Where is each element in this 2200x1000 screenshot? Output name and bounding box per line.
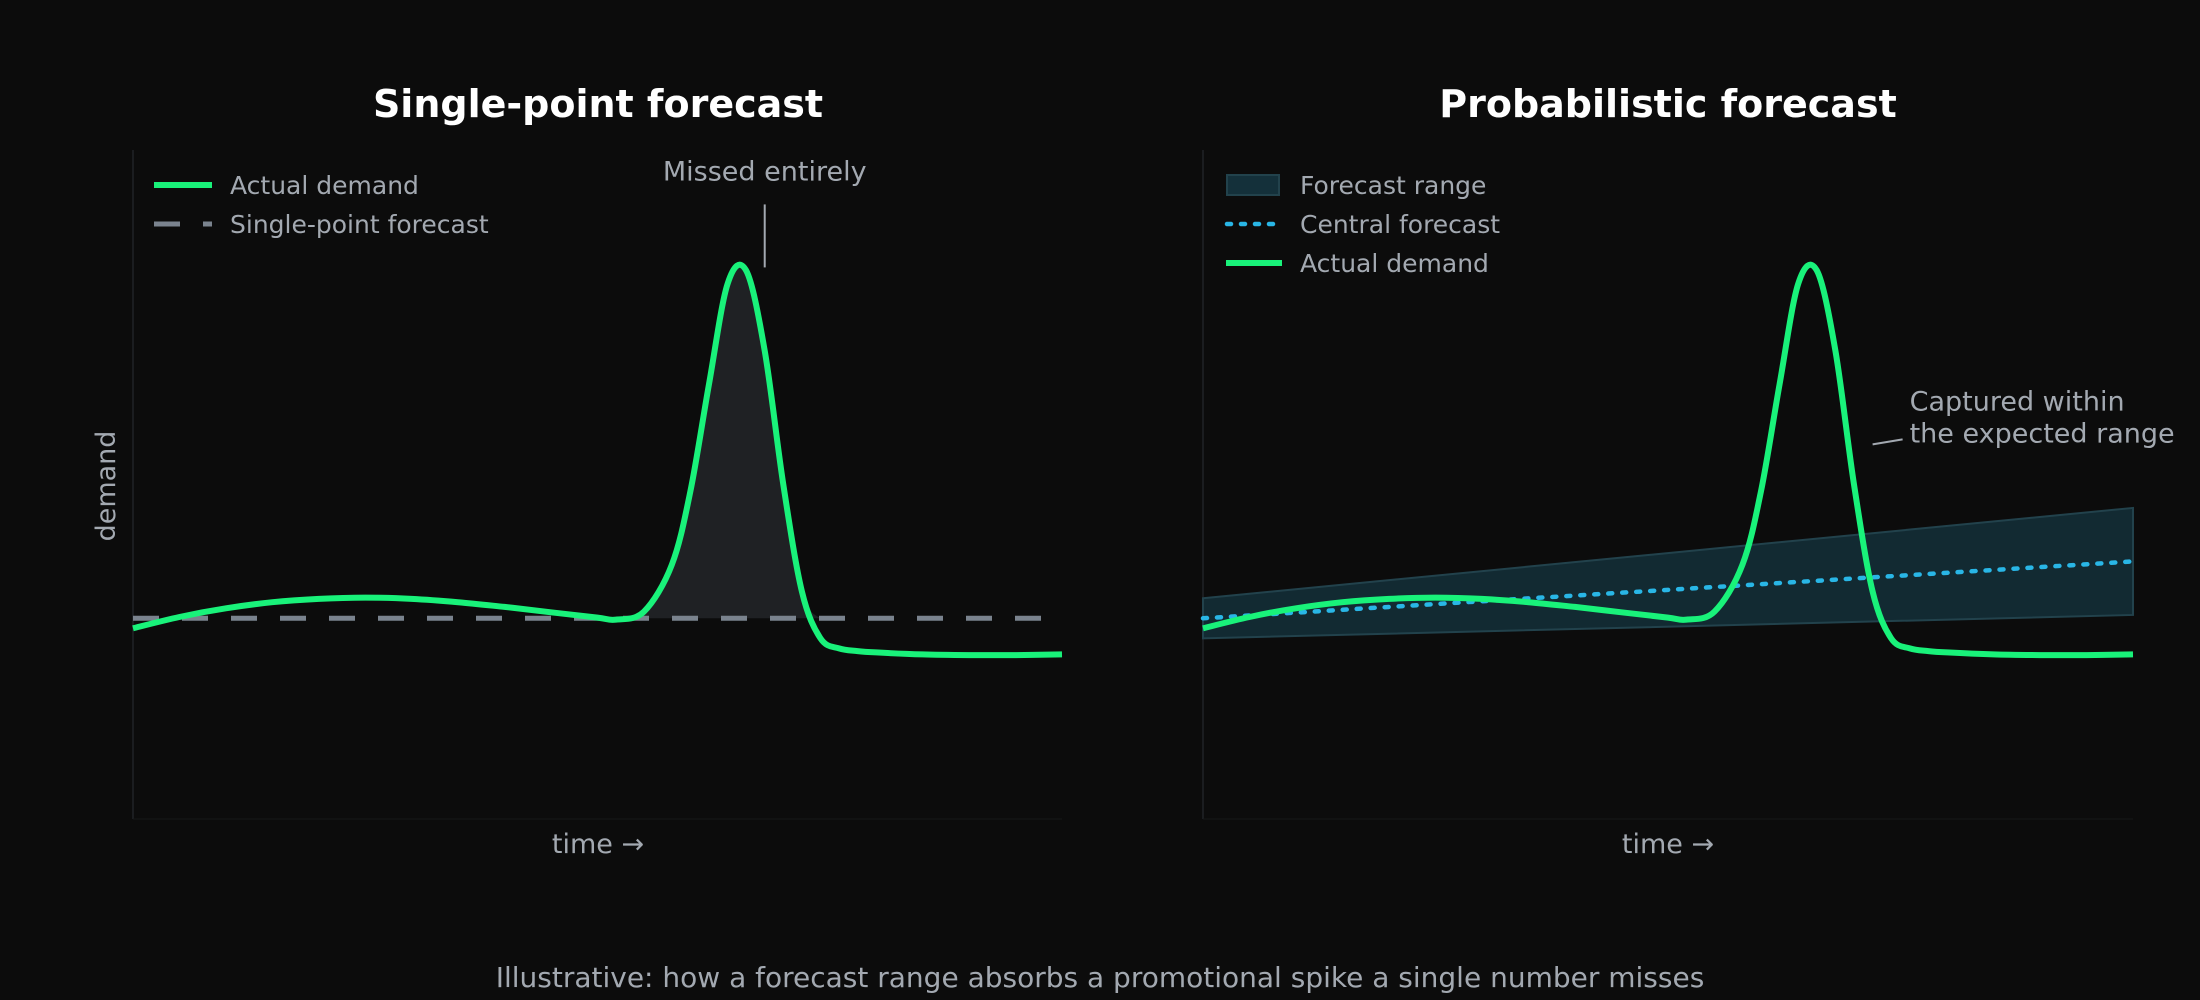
forecast-range-band bbox=[1202, 506, 2134, 640]
legend-swatch-forecast-range bbox=[1226, 174, 1280, 196]
chart-title: Probabilistic forecast bbox=[1439, 82, 1896, 126]
annotation-captured-line2: the expected range bbox=[1910, 418, 2175, 449]
annotation-captured-line1: Captured within bbox=[1910, 386, 2125, 417]
actual-demand-line bbox=[132, 261, 1063, 659]
legend-label-forecast-range: Forecast range bbox=[1300, 171, 1486, 200]
x-axis-label: time → bbox=[552, 829, 644, 860]
central-forecast-line bbox=[1200, 559, 2136, 621]
panel-probabilistic: Probabilistic forecast Captured within t… bbox=[1200, 82, 2175, 860]
panel-single-point: Single-point forecast Missed entirely ti… bbox=[91, 82, 1063, 860]
legend-label-actual-demand: Actual demand bbox=[1300, 249, 1489, 278]
annotation-missed-entirely: Missed entirely bbox=[663, 156, 867, 187]
annotation-pointer bbox=[1872, 438, 1903, 446]
legend: Actual demand Single-point forecast bbox=[154, 171, 489, 239]
legend: Forecast range Central forecast Actual d… bbox=[1224, 171, 1500, 278]
actual-demand-line bbox=[1202, 261, 2134, 659]
y-axis-label: demand bbox=[91, 431, 122, 542]
x-axis-label: time → bbox=[1622, 829, 1714, 860]
legend-label-single-point-forecast: Single-point forecast bbox=[230, 210, 489, 239]
chart-title: Single-point forecast bbox=[373, 82, 823, 126]
legend-label-actual-demand: Actual demand bbox=[230, 171, 419, 200]
figure-caption: Illustrative: how a forecast range absor… bbox=[496, 961, 1705, 994]
spike-shading bbox=[616, 264, 840, 621]
legend-label-central-forecast: Central forecast bbox=[1300, 210, 1500, 239]
